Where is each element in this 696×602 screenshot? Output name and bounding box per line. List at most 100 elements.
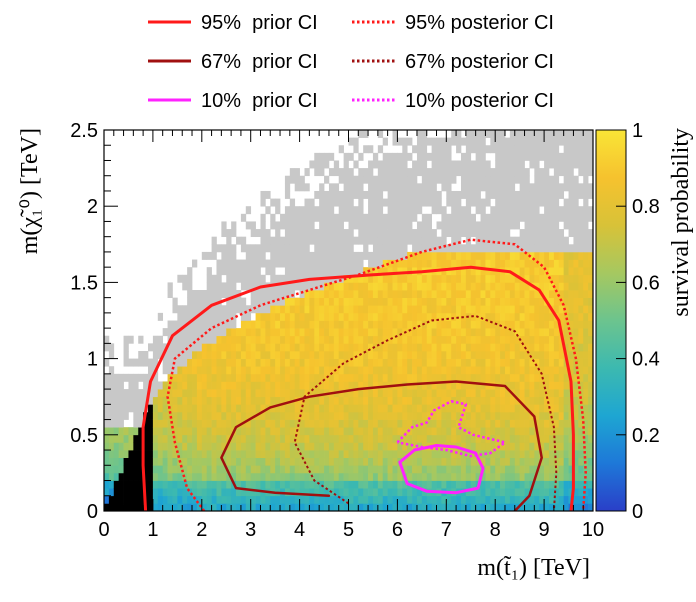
heatmap-bin — [265, 472, 271, 481]
heatmap-bin — [368, 251, 374, 260]
heatmap-bin — [221, 396, 227, 405]
heatmap-bin — [578, 274, 584, 283]
heatmap-bin — [118, 396, 124, 405]
heatmap-bin — [509, 183, 516, 192]
heatmap-bin — [309, 221, 315, 230]
heatmap-bin — [382, 244, 388, 253]
heatmap-bin — [226, 465, 232, 474]
heatmap-bin — [431, 229, 437, 238]
heatmap-bin — [187, 434, 193, 443]
heatmap-bin — [324, 472, 330, 481]
heatmap-bin — [456, 335, 462, 344]
heatmap-bin — [544, 419, 550, 428]
heatmap-bin — [363, 373, 369, 382]
heatmap-bin — [319, 381, 325, 390]
heatmap-bin — [441, 175, 447, 184]
heatmap-bin — [568, 320, 574, 329]
heatmap-bin — [490, 343, 496, 352]
heatmap-bin — [402, 343, 408, 352]
heatmap-bin — [309, 465, 315, 474]
heatmap-bin — [270, 198, 276, 207]
heatmap-bin — [245, 358, 252, 367]
heatmap-bin — [289, 427, 296, 436]
heatmap-bin — [475, 381, 481, 390]
heatmap-bin — [524, 221, 530, 230]
heatmap-bin — [436, 145, 442, 154]
heatmap-bin — [152, 442, 159, 451]
heatmap-bin — [397, 206, 403, 215]
heatmap-bin — [255, 229, 261, 238]
heatmap-bin — [509, 206, 516, 215]
heatmap-bin — [539, 244, 545, 253]
heatmap-bin — [255, 434, 261, 443]
heatmap-bin — [226, 472, 232, 481]
heatmap-bin — [250, 434, 256, 443]
heatmap-bin — [358, 465, 364, 474]
heatmap-bin — [192, 259, 198, 268]
heatmap-bin — [187, 427, 193, 436]
heatmap-bin — [255, 396, 261, 405]
heatmap-bin — [353, 282, 359, 291]
heatmap-bin — [446, 366, 452, 375]
heatmap-bin — [480, 389, 486, 398]
heatmap-bin — [436, 297, 442, 306]
heatmap-bin — [485, 213, 491, 222]
heatmap-bin — [353, 427, 359, 436]
heatmap-bin — [382, 442, 388, 451]
heatmap-bin — [280, 457, 286, 466]
heatmap-bin — [284, 259, 291, 268]
heatmap-bin — [240, 320, 247, 329]
heatmap-bin — [573, 236, 579, 245]
heatmap-bin — [529, 229, 535, 238]
heatmap-bin — [377, 396, 384, 405]
heatmap-bin — [358, 366, 364, 375]
heatmap-bin — [236, 488, 242, 497]
heatmap-bin — [583, 290, 589, 298]
heatmap-bin — [128, 495, 134, 504]
heatmap-bin — [182, 419, 188, 428]
heatmap-bin — [573, 137, 579, 146]
heatmap-bin — [265, 259, 271, 268]
heatmap-bin — [240, 495, 247, 504]
heatmap-bin — [558, 236, 565, 245]
heatmap-bin — [451, 396, 457, 405]
heatmap-bin — [265, 480, 271, 489]
heatmap-bin — [456, 297, 462, 306]
heatmap-bin — [231, 335, 237, 344]
heatmap-bin — [192, 411, 198, 420]
heatmap-bin — [441, 305, 447, 314]
heatmap-bin — [270, 213, 276, 222]
heatmap-bin — [187, 465, 193, 474]
heatmap-bin — [558, 419, 565, 428]
heatmap-bin — [319, 221, 325, 230]
heatmap-bin — [465, 442, 472, 451]
heatmap-bin — [177, 434, 183, 443]
heatmap-bin — [529, 305, 535, 314]
heatmap-bin — [123, 503, 129, 511]
heatmap-bin — [358, 328, 364, 337]
heatmap-bin — [583, 343, 589, 352]
heatmap-bin — [104, 503, 110, 511]
heatmap-bin — [275, 480, 281, 489]
heatmap-bin — [465, 373, 472, 382]
heatmap-bin — [529, 389, 535, 398]
heatmap-bin — [475, 404, 481, 413]
heatmap-bin — [534, 328, 540, 337]
heatmap-bin — [319, 450, 325, 459]
heatmap-bin — [192, 427, 198, 436]
heatmap-bin — [314, 328, 320, 337]
heatmap-bin — [270, 472, 276, 481]
heatmap-bin — [578, 381, 584, 390]
heatmap-bin — [363, 328, 369, 337]
heatmap-bin — [460, 320, 467, 329]
heatmap-bin — [294, 267, 300, 276]
heatmap-bin — [148, 472, 154, 481]
heatmap-bin — [573, 457, 579, 466]
heatmap-bin — [436, 503, 442, 511]
heatmap-bin — [255, 320, 261, 329]
heatmap-bin — [563, 251, 569, 260]
x-tick-label: 1 — [147, 519, 158, 541]
heatmap-bin — [421, 282, 428, 291]
heatmap-bin — [265, 465, 271, 474]
heatmap-bin — [392, 488, 398, 497]
